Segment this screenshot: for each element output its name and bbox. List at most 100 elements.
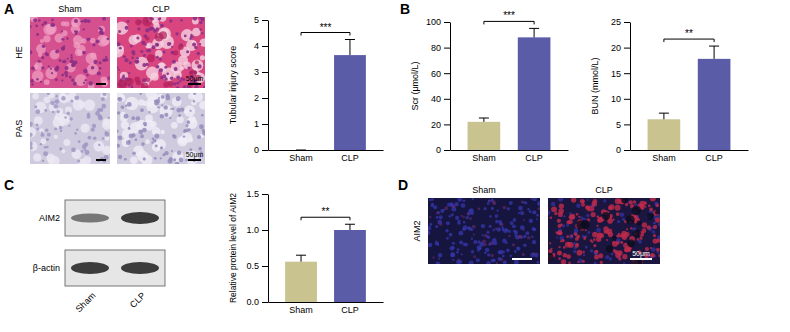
image-texture — [161, 95, 165, 99]
image-texture — [436, 261, 441, 264]
image-texture — [127, 20, 130, 23]
image-texture — [162, 153, 165, 156]
image-texture — [82, 51, 86, 55]
image-texture — [48, 65, 50, 67]
y-axis-line — [630, 23, 631, 151]
significance-bracket — [664, 39, 714, 42]
image-texture — [50, 101, 54, 105]
image-texture — [160, 114, 164, 118]
scale-bar-label: 50μm — [632, 250, 650, 258]
y-tick: 0 — [616, 145, 630, 155]
image-texture — [602, 212, 610, 220]
image-texture — [190, 34, 192, 36]
image-texture — [108, 117, 110, 119]
y-tick-label: 25 — [611, 17, 621, 27]
image-texture — [105, 56, 107, 58]
image-texture — [484, 234, 488, 238]
image-texture — [633, 229, 641, 237]
image-texture — [72, 63, 76, 67]
image-texture — [193, 93, 197, 95]
image-texture — [173, 135, 177, 139]
image-texture — [490, 254, 493, 257]
image-texture — [176, 96, 181, 101]
image-texture — [487, 253, 490, 256]
image-texture — [141, 142, 145, 146]
image-texture — [100, 31, 104, 35]
y-axis-title: BUN (mmol/L) — [590, 57, 600, 114]
image-texture — [197, 135, 201, 139]
image-texture — [57, 108, 63, 114]
image-texture — [518, 212, 520, 214]
image-texture — [160, 76, 163, 79]
image-texture — [179, 80, 181, 82]
image-texture — [164, 66, 167, 69]
image-texture — [166, 73, 169, 76]
image-texture — [473, 233, 475, 235]
image-texture — [622, 254, 627, 259]
significance-label: ** — [685, 28, 693, 39]
image-texture — [489, 225, 492, 228]
image-texture — [45, 128, 48, 131]
image-texture — [457, 198, 462, 202]
y-tick-mark — [444, 73, 450, 74]
image-background — [30, 17, 110, 88]
image-texture — [137, 27, 140, 30]
image-texture — [67, 112, 70, 115]
y-tick-mark — [444, 48, 450, 49]
x-axis-line — [269, 150, 384, 151]
image-texture — [203, 86, 205, 88]
image-texture — [101, 104, 106, 109]
image-texture — [462, 227, 466, 231]
image-texture — [118, 155, 122, 159]
image-texture — [91, 66, 94, 69]
lane-label: CLP — [128, 290, 147, 309]
image-texture — [169, 19, 172, 22]
band-label: AIM2 — [39, 213, 60, 223]
image-texture — [36, 33, 39, 36]
image-texture — [186, 117, 198, 129]
significance-bracket — [484, 21, 534, 24]
x-tick: Sham — [289, 305, 313, 315]
image-texture — [471, 238, 473, 240]
image-texture — [147, 54, 155, 62]
image-texture — [80, 123, 89, 132]
blot-band — [121, 212, 159, 224]
image-texture — [174, 67, 178, 71]
image-texture — [40, 81, 42, 83]
image-texture — [146, 67, 158, 79]
image-texture — [561, 239, 564, 242]
image-texture — [66, 37, 69, 40]
image-texture — [140, 93, 142, 95]
image-texture — [469, 208, 474, 213]
image-texture — [41, 131, 43, 133]
image-texture — [489, 215, 492, 218]
y-tick-mark — [262, 20, 268, 21]
image-texture — [501, 226, 503, 228]
image-texture — [131, 85, 134, 88]
band-label: β-actin — [33, 263, 60, 273]
image-texture — [30, 79, 34, 83]
image-texture — [41, 133, 45, 137]
image-texture — [159, 58, 162, 61]
image-texture — [655, 210, 660, 215]
image-texture — [83, 19, 87, 23]
image-texture — [158, 17, 166, 22]
image-texture — [55, 66, 59, 70]
image-texture — [514, 231, 518, 235]
image-texture — [75, 32, 78, 35]
y-tick: 80 — [431, 43, 450, 53]
image-texture — [578, 216, 580, 218]
image-texture — [593, 251, 597, 255]
error-bar — [345, 224, 355, 230]
image-texture — [84, 99, 95, 110]
error-bar — [529, 28, 539, 37]
image-texture — [457, 222, 460, 225]
image-texture — [167, 42, 171, 46]
image-texture — [92, 124, 96, 128]
image-texture — [165, 96, 170, 101]
y-tick-label: 1 — [254, 119, 259, 129]
image-texture — [184, 109, 189, 114]
image-texture — [646, 212, 654, 220]
image-texture — [102, 137, 105, 140]
image-texture — [452, 259, 454, 261]
